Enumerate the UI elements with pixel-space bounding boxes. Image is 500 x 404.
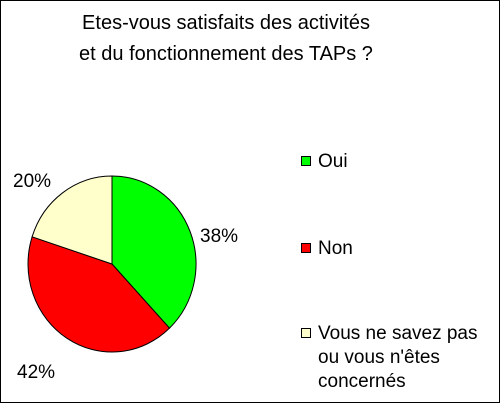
- slice-label-oui: 38%: [200, 226, 238, 247]
- legend-label-non: Non: [318, 238, 353, 259]
- legend-swatch-unsure: [301, 328, 311, 338]
- legend-swatch-non: [301, 243, 311, 253]
- chart-title-line-1: Etes-vous satisfaits des activités: [82, 12, 370, 34]
- pie-slice-non: [27, 236, 171, 353]
- chart-title: Etes-vous satisfaits des activités et du…: [21, 8, 431, 70]
- legend-swatch-oui: [301, 156, 311, 166]
- slice-label-non: 42%: [17, 362, 55, 383]
- legend-item-oui: Oui: [301, 150, 348, 174]
- chart-title-line-2: et du fonctionnement des TAPs ?: [79, 43, 373, 65]
- legend-label-unsure-line-2: ou vous n'êtes: [318, 347, 440, 368]
- legend-label-unsure-line-1: Vous ne savez pas: [318, 323, 478, 344]
- legend-label-unsure-line-3: concernés: [318, 371, 406, 392]
- pie-slice-oui: [111, 175, 197, 329]
- legend-label-oui: Oui: [318, 151, 348, 172]
- slice-label-unsure: 20%: [13, 171, 51, 192]
- pie-slice-unsure: [31, 175, 113, 265]
- legend-item-non: Non: [301, 237, 353, 261]
- legend-item-unsure: Vous ne savez pas ou vous n'êtes concern…: [301, 322, 478, 394]
